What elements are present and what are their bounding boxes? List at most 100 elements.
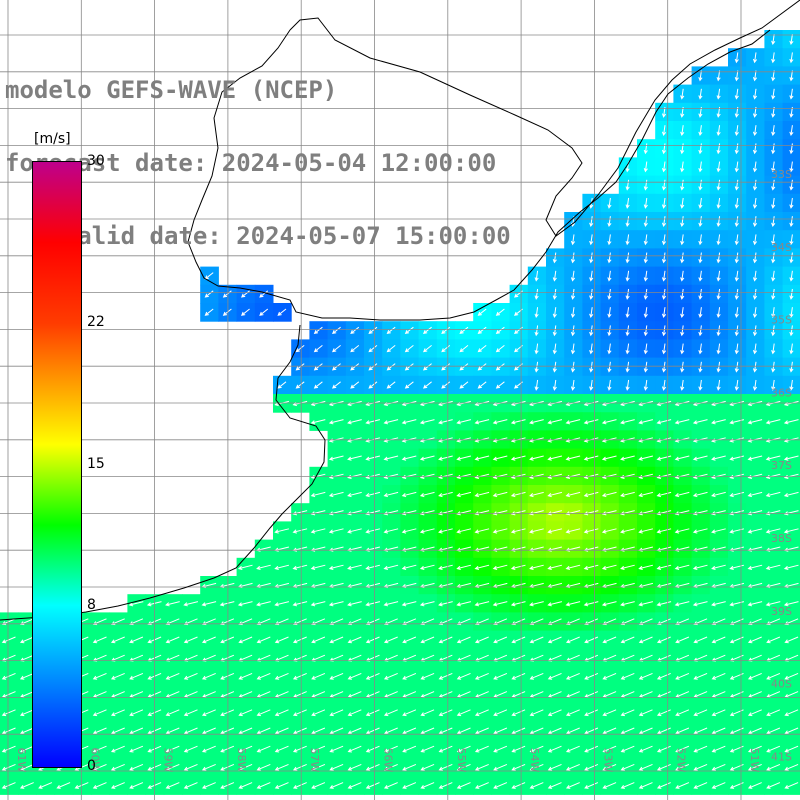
colorbar [32, 161, 82, 768]
wind-arrow [329, 618, 344, 626]
wind-arrow [310, 564, 326, 570]
wind-arrow [625, 379, 630, 391]
wind-arrow [589, 252, 594, 264]
wind-arrow [766, 727, 781, 735]
latitude-label: 40S [771, 678, 792, 691]
latitude-label: 36S [771, 386, 792, 399]
wind-arrow [420, 782, 435, 789]
wind-arrow [747, 636, 762, 644]
wind-arrow [620, 709, 635, 717]
wind-arrow [625, 270, 630, 282]
wind-arrow [643, 270, 648, 282]
wind-arrow [474, 709, 489, 717]
wind-arrow [789, 379, 794, 391]
wind-arrow [680, 307, 685, 319]
wind-arrow [692, 564, 708, 570]
wind-arrow [638, 473, 654, 479]
wind-arrow [565, 672, 580, 680]
wind-arrow [675, 672, 690, 680]
wind-arrow [365, 618, 380, 626]
wind-arrow [692, 528, 708, 534]
wind-arrow [510, 564, 526, 570]
wind-arrow [459, 363, 469, 371]
wind-arrow [110, 745, 125, 753]
wind-arrow [419, 473, 435, 479]
wind-arrow [292, 745, 307, 753]
wind-arrow [638, 601, 654, 607]
wind-arrow [729, 419, 745, 425]
wind-arrow [456, 672, 471, 680]
wind-arrow [310, 473, 326, 479]
wind-arrow [583, 455, 599, 461]
latitude-label: 41S [771, 750, 792, 763]
wind-arrow [183, 672, 198, 680]
wind-arrow [729, 491, 745, 498]
wind-arrow [583, 528, 599, 534]
wind-arrow [511, 763, 526, 771]
wind-arrow [752, 307, 758, 319]
wind-arrow [420, 672, 435, 680]
wind-arrow [620, 618, 635, 626]
wind-arrow [420, 763, 435, 771]
wind-arrow [625, 216, 630, 228]
wind-arrow [329, 745, 344, 753]
wind-arrow [292, 709, 307, 717]
wind-arrow [552, 325, 557, 337]
wind-arrow [661, 307, 667, 319]
latitude-label: 39S [771, 605, 792, 618]
wind-arrow [693, 782, 708, 789]
wind-arrow [570, 252, 576, 264]
wind-arrow [477, 326, 487, 335]
wind-arrow [401, 528, 417, 534]
wind-arrow [570, 270, 576, 282]
wind-arrow [401, 455, 417, 461]
wind-arrow [441, 345, 451, 353]
wind-arrow [693, 727, 708, 735]
wind-arrow [752, 343, 758, 355]
wind-arrow [238, 618, 253, 626]
wind-arrow [201, 618, 216, 626]
wind-arrow [492, 419, 508, 425]
wind-arrow [201, 709, 216, 717]
wind-arrow [259, 308, 269, 316]
wind-arrow [510, 473, 526, 479]
wind-arrow [620, 491, 635, 498]
wind-arrow [583, 491, 599, 498]
wind-arrow [789, 179, 794, 191]
longitude-label: 60W [88, 748, 101, 773]
wind-arrow [589, 270, 594, 282]
wind-arrow [784, 709, 799, 717]
latitude-label: 37S [771, 459, 792, 472]
title-model: modelo GEFS-WAVE (NCEP) [5, 76, 338, 104]
wind-arrow [311, 709, 326, 717]
wind-arrow [752, 70, 758, 82]
wind-arrow [547, 727, 562, 735]
wind-arrow [534, 343, 539, 355]
wind-arrow [765, 564, 781, 570]
wind-arrow [698, 197, 703, 209]
wind-arrow [365, 419, 381, 425]
wind-arrow [698, 379, 703, 391]
wind-arrow [693, 709, 708, 717]
wind-arrow [602, 618, 617, 626]
wind-arrow [402, 709, 417, 717]
wind-arrow [734, 361, 739, 373]
wind-arrow [547, 419, 563, 425]
wind-arrow [201, 727, 216, 735]
wind-arrow [1, 672, 16, 680]
wind-arrow [368, 345, 378, 353]
wind-arrow [1, 618, 16, 626]
wind-arrow [383, 601, 399, 607]
wind-arrow [643, 161, 648, 173]
wind-arrow [734, 252, 739, 264]
wind-arrow [419, 601, 435, 607]
wind-arrow [328, 491, 344, 498]
wind-arrow [420, 636, 435, 644]
wind-arrow [529, 709, 544, 717]
wind-arrow [656, 528, 672, 534]
wind-arrow [383, 491, 399, 498]
wind-arrow [92, 763, 107, 771]
wind-arrow [698, 288, 703, 300]
wind-arrow [92, 672, 107, 680]
wind-arrow [547, 564, 563, 570]
